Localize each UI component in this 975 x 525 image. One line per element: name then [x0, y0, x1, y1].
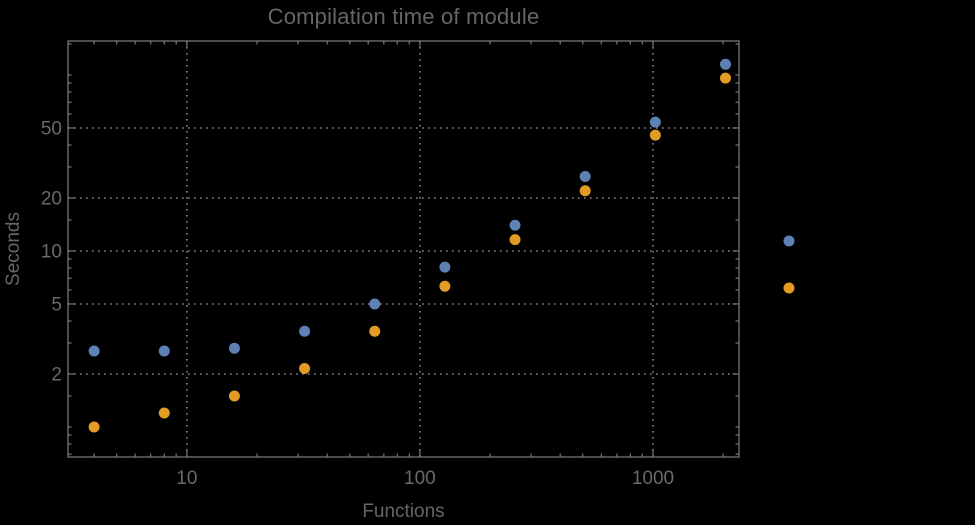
- data-point-blue: [88, 345, 100, 357]
- data-point-blue: [299, 325, 311, 337]
- data-point-blue: [439, 261, 451, 273]
- data-point-blue: [720, 58, 732, 70]
- data-point-orange: [369, 325, 381, 337]
- legend-marker-orange: [783, 282, 795, 294]
- data-point-blue: [509, 219, 521, 231]
- y-tick-label: 10: [41, 241, 62, 262]
- chart-title: Compilation time of module: [267, 4, 540, 29]
- data-point-orange: [439, 280, 451, 292]
- x-axis-label: Functions: [362, 501, 445, 522]
- y-tick-label: 50: [41, 118, 62, 139]
- data-point-orange: [649, 129, 661, 141]
- x-tick-label: 100: [404, 468, 436, 489]
- y-tick-label: 5: [51, 294, 62, 315]
- data-point-orange: [228, 390, 240, 402]
- data-point-orange: [299, 362, 311, 374]
- data-point-orange: [720, 72, 732, 84]
- x-tick-label: 1000: [632, 468, 674, 489]
- data-point-blue: [228, 342, 240, 354]
- data-point-orange: [88, 421, 100, 433]
- plot-frame: [67, 40, 740, 458]
- y-tick-label: 2: [51, 364, 62, 385]
- data-point-blue: [158, 345, 170, 357]
- x-tick-label: 10: [176, 468, 197, 489]
- data-point-orange: [579, 185, 591, 197]
- y-tick-label: 20: [41, 188, 62, 209]
- data-point-orange: [158, 407, 170, 419]
- data-point-blue: [649, 116, 661, 128]
- legend-marker-blue: [783, 235, 795, 247]
- data-point-blue: [579, 170, 591, 182]
- data-point-blue: [369, 298, 381, 310]
- data-point-orange: [509, 234, 521, 246]
